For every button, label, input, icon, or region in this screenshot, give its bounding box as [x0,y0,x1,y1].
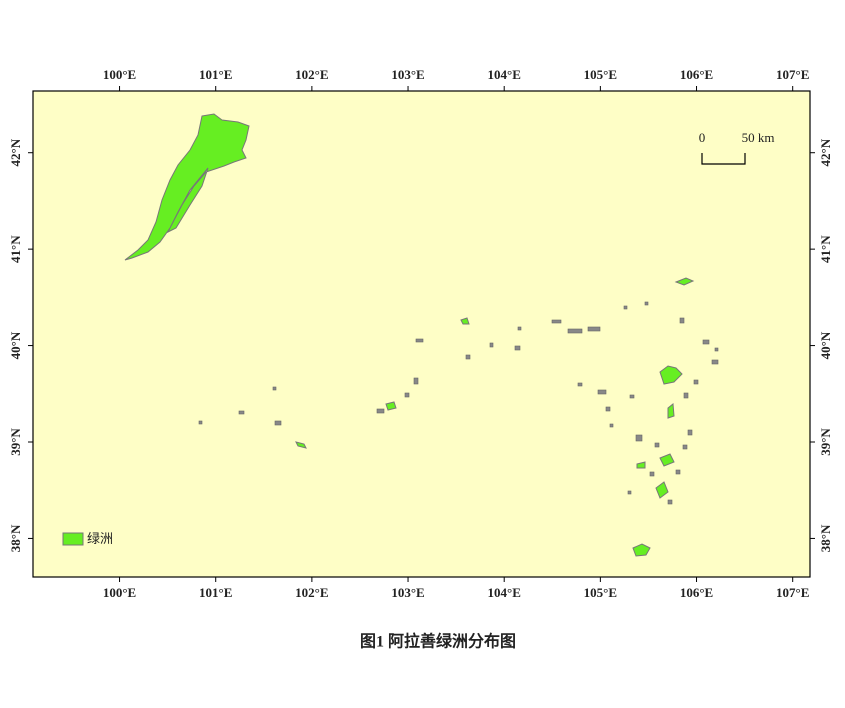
y-tick-label: 39°N [818,428,833,456]
x-tick-label: 102°E [295,67,328,82]
oasis [667,403,675,419]
x-tick-label: 105°E [584,67,617,82]
x-tick-label: 100°E [103,585,136,600]
y-tick-label: 42°N [8,138,23,166]
y-tick-label: 40°N [8,331,23,359]
x-tick-label: 106°E [680,585,713,600]
legend: 绿洲 [62,531,113,546]
oasis [124,113,250,261]
scale-bar-end: 50 km [742,130,775,145]
scale-bar-start: 0 [699,130,706,145]
small-oases [198,301,719,505]
y-tick-label: 41°N [8,235,23,263]
legend-label: 绿洲 [87,531,113,546]
x-tick-label: 100°E [103,67,136,82]
x-tick-label: 106°E [680,67,713,82]
map-frame [32,90,811,578]
x-tick-label: 102°E [295,585,328,600]
y-tick-label: 38°N [818,524,833,552]
x-tick-label: 104°E [488,67,521,82]
oasis [659,453,675,467]
oases [124,113,719,557]
x-tick-label: 107°E [776,585,809,600]
x-tick-label: 105°E [584,585,617,600]
x-tick-label: 103°E [391,585,424,600]
y-tick-label: 38°N [8,524,23,552]
y-tick-label: 42°N [818,138,833,166]
oasis [659,365,683,385]
oasis [655,481,669,499]
y-tick-label: 41°N [818,235,833,263]
x-tick-label: 107°E [776,67,809,82]
caption: 图1 阿拉善绿洲分布图 [360,632,516,651]
y-tick-label: 40°N [818,331,833,359]
x-tick-label: 104°E [488,585,521,600]
y-tick-label: 39°N [8,428,23,456]
oasis [460,317,470,325]
oasis [295,441,307,449]
legend-swatch [62,532,84,546]
oasis [674,277,695,286]
x-tick-label: 101°E [199,67,232,82]
oasis [632,543,651,557]
oasis [636,461,646,469]
scale-bar-line [701,153,746,165]
x-tick-label: 101°E [199,585,232,600]
x-tick-label: 103°E [391,67,424,82]
oasis [385,401,397,411]
scale-bar: 0 50 km [699,130,775,165]
